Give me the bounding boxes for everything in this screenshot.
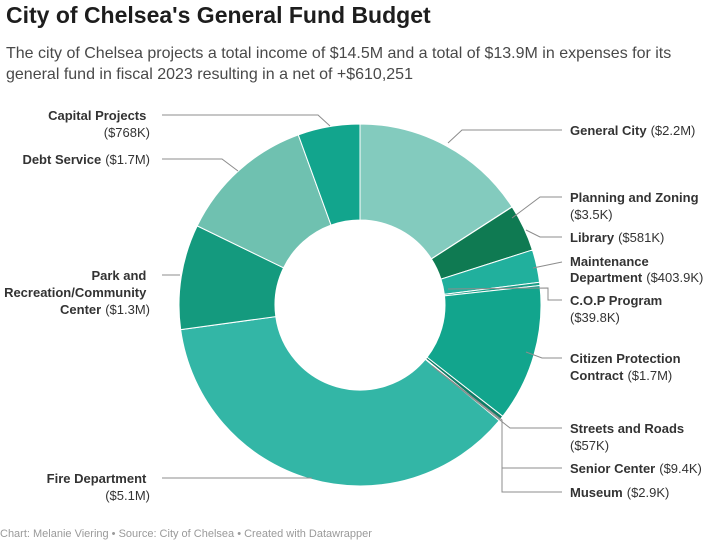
chart-subtitle: The city of Chelsea projects a total inc… (6, 45, 672, 83)
leader-citizen-protection-contract (525, 351, 562, 359)
label-museum: Museum ($2.9K) (570, 485, 669, 500)
label-planning-and-zoning: Planning and Zoning ($3.5K) (570, 190, 702, 222)
label-general-city: General City ($2.2M) (570, 123, 695, 138)
leader-debt-service (162, 158, 239, 172)
chart-title: City of Chelsea's General Fund Budget (6, 2, 431, 28)
label-cop-program: C.O.P Program ($39.8K) (570, 293, 666, 325)
label-capital-projects: Capital Projects ($768K) (48, 108, 150, 140)
label-library: Library ($581K) (570, 230, 664, 245)
leader-senior-center (431, 365, 562, 469)
slice-general-city (359, 123, 513, 260)
leader-library (525, 229, 562, 238)
leader-capital-projects (162, 114, 331, 127)
label-maintenance-department: Maintenance Department ($403.9K) (570, 254, 703, 285)
leader-general-city (447, 129, 562, 144)
label-streets-and-roads: Streets and Roads ($57K) (570, 421, 688, 453)
chart-footer: Chart: Melanie Viering • Source: City of… (0, 528, 372, 540)
label-citizen-protection-contract: Citizen Protection Contract ($1.7M) (570, 351, 684, 383)
leader-maintenance-department (532, 261, 563, 269)
slice-fire-department (180, 316, 500, 487)
label-leader-lines (162, 114, 563, 493)
leader-cop-program (447, 287, 562, 301)
label-fire-department: Fire Department ($5.1M) (47, 471, 150, 503)
slice-capital-projects (297, 123, 361, 226)
donut-slices (178, 123, 542, 487)
label-park-recreation: Park and Recreation/Community Center ($1.… (4, 268, 150, 317)
leader-museum (501, 468, 562, 493)
label-senior-center: Senior Center ($9.4K) (570, 461, 702, 476)
leader-planning-and-zoning (511, 196, 562, 219)
label-debt-service: Debt Service ($1.7M) (22, 152, 150, 167)
